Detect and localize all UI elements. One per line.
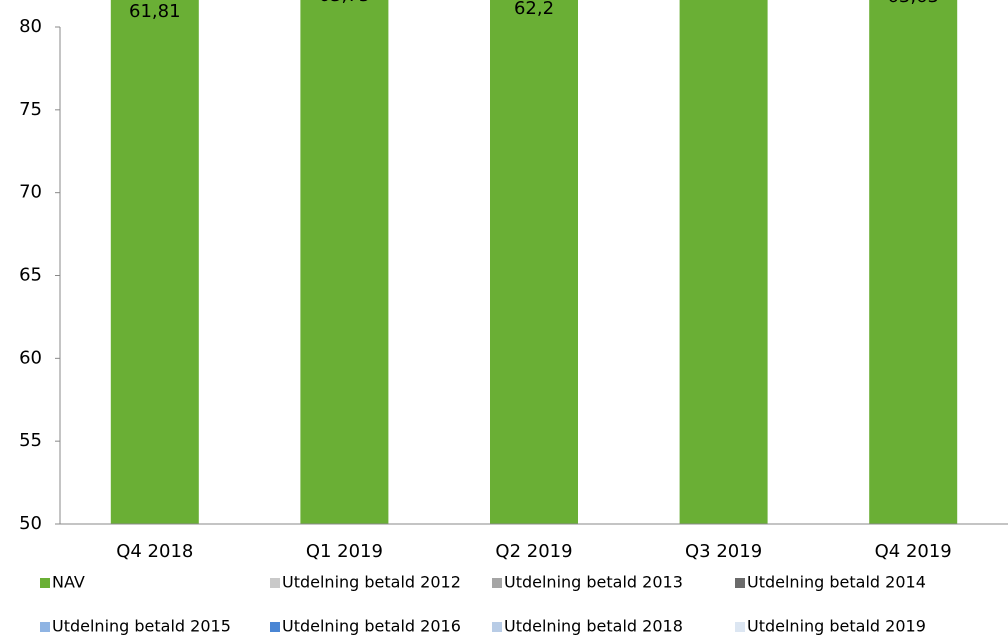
legend-label: Utdelning betald 2013 <box>504 573 683 592</box>
legend-swatch <box>40 622 50 632</box>
x-tick-label: Q4 2018 <box>116 541 193 562</box>
legend-swatch <box>270 622 280 632</box>
data-label: 62,2 <box>514 0 554 19</box>
bar-segment <box>110 0 199 524</box>
x-tick-label: Q4 2019 <box>875 541 952 562</box>
legend-swatch <box>492 578 502 588</box>
legend-label: Utdelning betald 2015 <box>52 617 231 635</box>
data-label: 64,16 <box>698 0 750 3</box>
legend-swatch <box>492 622 502 632</box>
legend-label: Utdelning betald 2014 <box>747 573 926 592</box>
y-tick-label: 65 <box>19 265 42 286</box>
legend-swatch <box>735 578 745 588</box>
x-tick-label: Q2 2019 <box>495 541 572 562</box>
y-tick-label: 60 <box>19 347 42 368</box>
x-tick-label: Q1 2019 <box>306 541 383 562</box>
y-tick-label: 75 <box>19 99 42 120</box>
bar-segment <box>300 0 389 524</box>
legend-label: NAV <box>52 573 85 592</box>
y-tick-label: 80 <box>19 16 42 37</box>
x-tick-label: Q3 2019 <box>685 541 762 562</box>
legend-label: Utdelning betald 2018 <box>504 617 683 635</box>
y-tick-label: 70 <box>19 182 42 203</box>
data-label: 63,75 <box>319 0 371 6</box>
bar-segment <box>679 0 768 524</box>
legend-label: Utdelning betald 2019 <box>747 617 926 635</box>
legend-label: Utdelning betald 2016 <box>282 617 461 635</box>
y-tick-label: 55 <box>19 430 42 451</box>
data-label: 63,63 <box>887 0 939 7</box>
legend-label: Utdelning betald 2012 <box>282 573 461 592</box>
legend-swatch <box>735 622 745 632</box>
data-label: 61,81 <box>129 1 181 22</box>
bar-segment <box>869 0 958 524</box>
y-tick-label: 50 <box>19 513 42 534</box>
legend-swatch <box>270 578 280 588</box>
bar-segment <box>490 0 578 524</box>
legend-swatch <box>40 578 50 588</box>
